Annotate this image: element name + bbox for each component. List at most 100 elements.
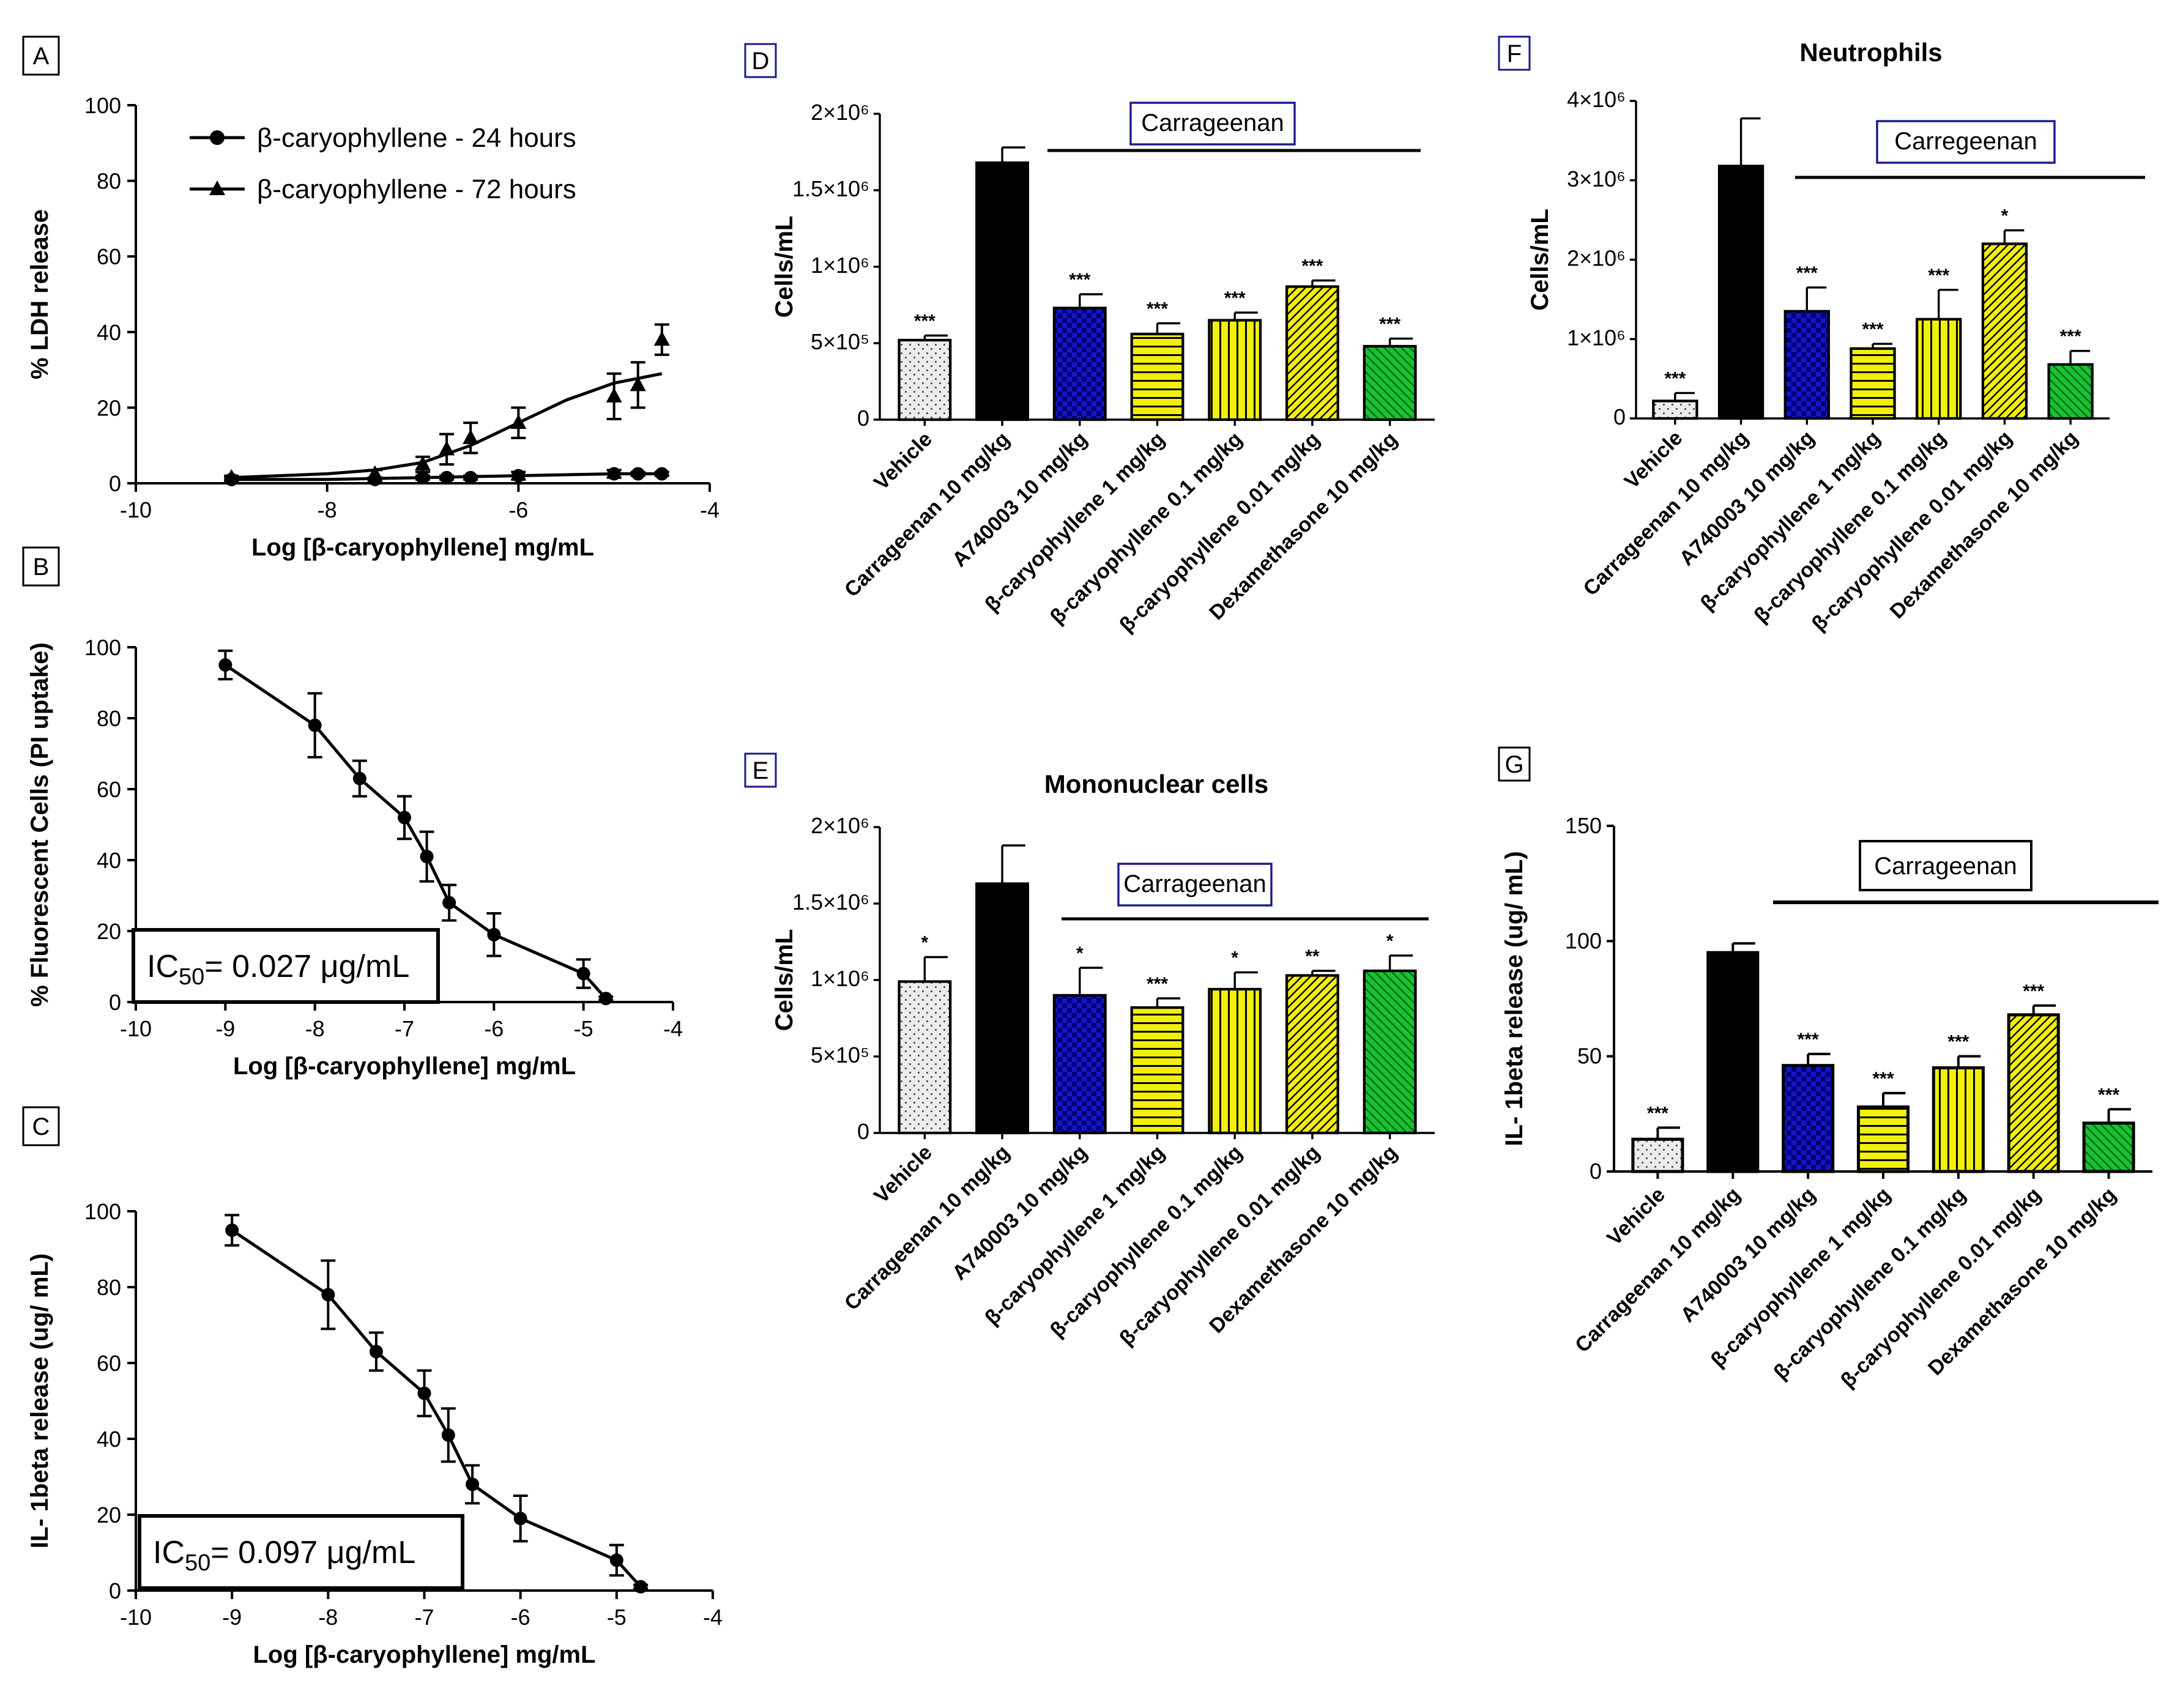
bar [1363,344,1417,421]
bar [1717,165,1765,420]
data-point [606,387,622,403]
ic50-sub: 50 [179,964,204,990]
significance-label: *** [1224,288,1246,308]
ic50-box [138,1514,464,1590]
y-axis-title: % Fluorescent Cells (PI uptake) [26,642,53,1007]
significance-label: *** [1796,263,1818,283]
bar [1285,974,1339,1135]
bar [1285,285,1339,421]
ic50-label: IC50= 0.027 μg/mL [147,949,409,990]
bar [1631,1137,1684,1173]
data-point [398,811,411,825]
significance-label: *** [1664,368,1686,388]
significance-label: * [1231,948,1238,968]
y-tick-label: 80 [97,706,121,731]
chart-B: 0 20 40 60 80 100 -10 -9 -8 -7 -6 -5 -4 Log [β-caryop… [26,635,683,1080]
y-tick-label: 60 [97,777,121,802]
category-label: A740003 10 mg/kg [948,1141,1092,1285]
y-tick-label: 4×10⁶ [1567,87,1626,112]
bar [1130,332,1184,421]
y-axis-title: Cells/mL [771,929,798,1031]
bar [2082,1121,2135,1173]
data-point [218,658,232,672]
significance-label: *** [1147,974,1168,994]
x-tick-label: -6 [508,497,528,522]
y-tick-label: 40 [97,320,121,345]
y-tick-label: 100 [84,1199,121,1224]
y-tick-label: 50 [1577,1044,1602,1069]
y-tick-label: 3×10⁶ [1567,166,1626,191]
data-point [487,927,501,941]
data-point [415,456,431,471]
carrageenan-box [1876,120,2056,164]
x-tick-label: -7 [395,1016,414,1041]
bar [1932,1066,1985,1173]
x-tick-label: -6 [484,1016,504,1041]
y-tick-label: 80 [97,1275,121,1300]
panel-label-box [22,546,60,587]
data-point [630,376,646,392]
data-point [463,429,479,444]
panel-label-box [22,1106,60,1146]
bar [1363,969,1417,1135]
category-label: Vehicle [869,1141,937,1208]
data-point [369,1345,383,1359]
data-point [466,1477,480,1491]
data-point [352,771,366,785]
carrageenan-box [1117,863,1273,907]
panel-label: A [33,43,50,70]
x-tick-label: -4 [703,1605,723,1630]
significance-label: * [2001,206,2009,226]
data-point [634,1580,648,1594]
y-tick-label: 0 [1613,404,1626,429]
x-tick-label: -4 [663,1016,683,1041]
category-label: Vehicle [869,428,937,495]
x-tick-label: -9 [222,1605,242,1630]
y-axis-title: IL- 1beta release (ug/ mL) [1501,851,1528,1146]
data-point [416,470,430,485]
data-point [599,992,613,1006]
y-tick-label: 20 [97,1502,121,1528]
y-tick-label: 0 [857,406,869,431]
bar [1208,987,1262,1135]
significance-label: * [921,933,929,953]
chart-title: Mononuclear cells [1044,770,1268,798]
panel-label-box [22,35,60,76]
significance-label: *** [1798,1030,1819,1050]
panel-label: E [753,757,769,784]
bar [1052,993,1107,1135]
data-point [442,896,456,910]
x-tick-label: -5 [574,1016,593,1041]
legend-marker [210,130,225,145]
x-tick-label: -6 [511,1605,530,1630]
data-point [417,1386,431,1400]
panel-label: G [1504,751,1523,778]
carrageenan-box [1859,840,2032,891]
bar [1782,1064,1835,1173]
panel-label-box [744,752,777,788]
y-tick-label: 1×10⁶ [811,253,869,278]
y-tick-label: 0 [109,471,121,496]
ic50-prefix: IC [147,949,179,984]
chart-A: 0 20 40 60 80 100 -10 -8 -6 -4 Log [β-caryophyllen… [26,93,720,561]
bar [1850,347,1896,420]
y-tick-label: 40 [97,1427,121,1452]
data-point [655,467,669,481]
bar [1783,310,1830,420]
bar [975,882,1030,1135]
x-tick-label: -9 [215,1016,235,1041]
y-tick-label: 1.5×10⁶ [792,889,869,915]
category-label: A740003 10 mg/kg [1676,1183,1820,1327]
significance-label: *** [1647,1103,1668,1123]
panel-label-box [744,43,777,78]
data-point [513,1512,527,1526]
data-point [576,967,590,981]
y-tick-label: 1×10⁶ [811,966,869,991]
y-tick-label: 0 [1590,1159,1602,1184]
y-axis-title: Cells/mL [771,216,798,318]
data-point [440,470,454,485]
carrageenan-label: Carregeenan [1894,128,2037,155]
data-point [631,467,645,481]
data-point [609,1553,623,1567]
chart-F: 0 1×10⁶ 2×10⁶ 3×10⁶ 4×10⁶ Cells/mL Neutrophils… [1527,38,2145,636]
